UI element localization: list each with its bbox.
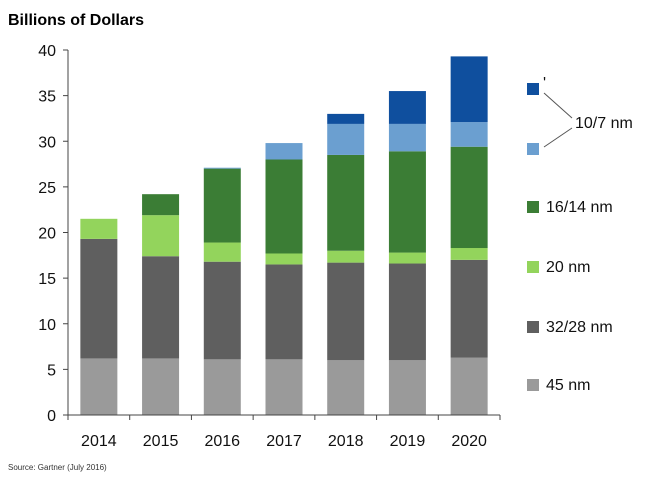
legend-leader-line <box>543 92 573 119</box>
y-tick-label: 15 <box>38 271 56 288</box>
bar-segment <box>450 357 488 415</box>
legend-label: 45 nm <box>546 377 590 394</box>
legend-swatch <box>527 143 539 155</box>
bar-segment <box>450 146 488 249</box>
bar-segment <box>265 253 303 265</box>
axes <box>67 50 501 420</box>
legend-leader-line <box>543 127 573 148</box>
bar-segment <box>388 263 426 361</box>
bar-segment <box>327 360 365 415</box>
y-tick-label: 30 <box>38 134 56 151</box>
bar-segment <box>203 242 241 262</box>
bar-segment <box>203 261 241 360</box>
legend-label: 32/28 nm <box>546 319 613 336</box>
x-tick-label: 2015 <box>143 433 179 450</box>
x-axis-labels: 2014 2015 2016 2017 2018 2019 2020 <box>81 433 487 450</box>
x-tick-label: 2016 <box>204 433 240 450</box>
bar-segment <box>142 194 180 216</box>
source-note: Source: Gartner (July 2016) <box>8 463 107 472</box>
bar-segment <box>388 91 426 124</box>
bar-segment <box>142 358 180 415</box>
bars <box>80 56 488 415</box>
bar-segment <box>388 123 426 152</box>
y-tick-label: 10 <box>38 317 56 334</box>
y-tick-label: 0 <box>47 408 56 425</box>
bar-segment <box>265 264 303 360</box>
legend: 16/14 nm 20 nm 32/28 nm 45 nm ' 10/7 nm <box>527 75 633 394</box>
bar-segment <box>327 113 365 124</box>
legend-label: 16/14 nm <box>546 199 613 216</box>
chart-title: Billions of Dollars <box>8 12 144 29</box>
y-tick-label: 40 <box>38 43 56 60</box>
bar-segment <box>265 359 303 415</box>
legend-swatch <box>527 379 539 391</box>
bar-segment <box>327 123 365 155</box>
bar-segment <box>265 159 303 254</box>
bar-segment <box>388 360 426 415</box>
bar-segment <box>142 215 180 257</box>
bar-segment <box>388 252 426 264</box>
legend-stray-mark: ' <box>543 75 546 92</box>
legend-bracket-label: 10/7 nm <box>575 115 633 132</box>
x-tick-label: 2020 <box>451 433 487 450</box>
bar-segment <box>80 358 118 415</box>
x-tick-label: 2019 <box>390 433 426 450</box>
bar-segment <box>327 250 365 263</box>
y-tick-label: 20 <box>38 226 56 243</box>
bar-segment <box>450 56 488 123</box>
bar-segment <box>327 154 365 251</box>
bar-segment <box>450 248 488 260</box>
bar-segment <box>327 262 365 361</box>
legend-swatch <box>527 261 539 273</box>
bar-segment <box>450 259 488 358</box>
bar-segment <box>450 122 488 147</box>
bar-segment <box>203 167 241 169</box>
y-axis-ticks: 0 5 10 15 20 25 30 35 40 <box>38 43 68 425</box>
legend-swatch <box>527 83 539 95</box>
legend-label: 20 nm <box>546 259 590 276</box>
x-tick-label: 2017 <box>266 433 302 450</box>
bar-segment <box>142 256 180 359</box>
legend-swatch <box>527 201 539 213</box>
y-tick-label: 25 <box>38 180 56 197</box>
bar-segment <box>265 143 303 160</box>
bar-segment <box>203 168 241 243</box>
legend-swatch <box>527 321 539 333</box>
bar-segment <box>80 218 118 239</box>
x-tick-label: 2014 <box>81 433 117 450</box>
bar-segment <box>203 359 241 415</box>
bar-segment <box>80 238 118 359</box>
bar-segment <box>388 151 426 253</box>
y-tick-label: 5 <box>47 362 56 379</box>
x-tick-label: 2018 <box>328 433 364 450</box>
y-tick-label: 35 <box>38 89 56 106</box>
